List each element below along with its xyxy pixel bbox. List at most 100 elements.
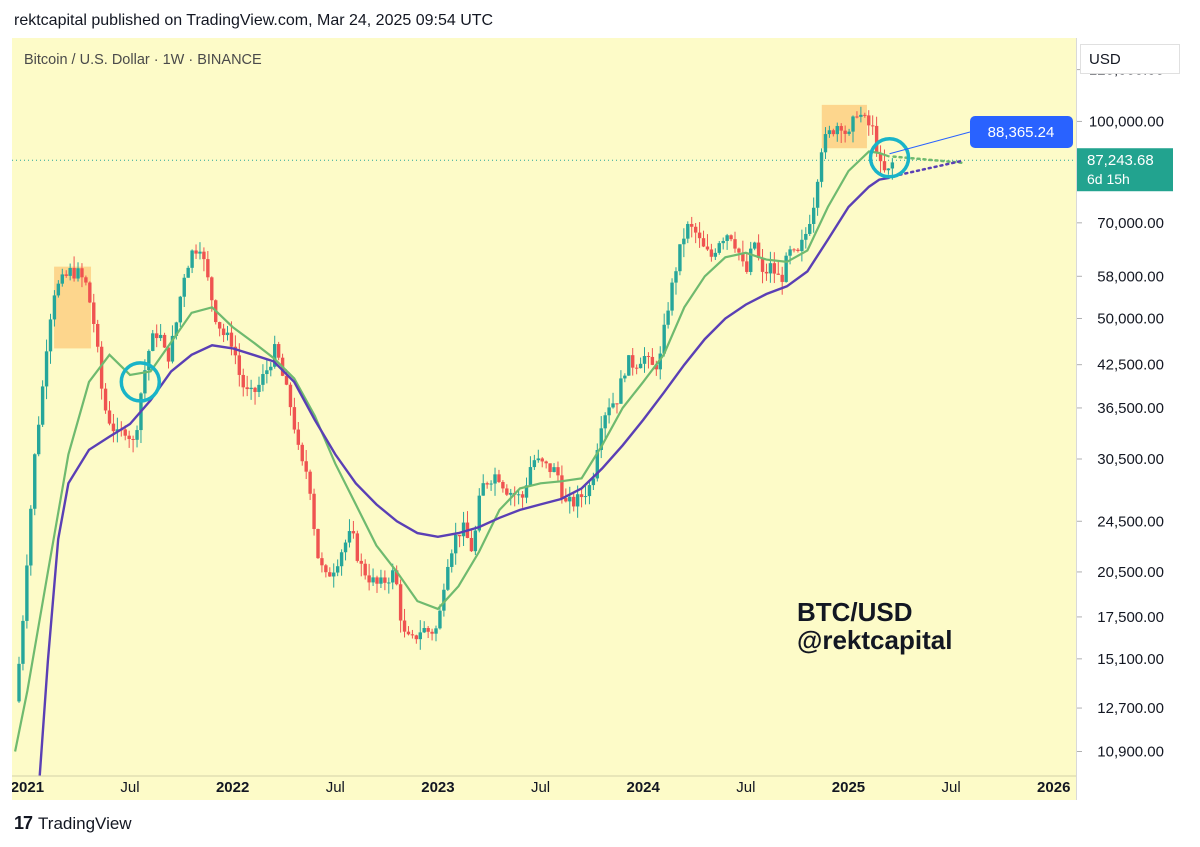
candle-body bbox=[194, 250, 198, 254]
candle-body bbox=[575, 494, 580, 507]
candle-body bbox=[831, 130, 836, 135]
candle-body bbox=[764, 271, 769, 274]
y-tick-label: 20,500.00 bbox=[1097, 564, 1164, 581]
candle-body bbox=[375, 577, 379, 584]
candle-body bbox=[654, 364, 659, 370]
candle-body bbox=[874, 125, 879, 154]
price-axis[interactable]: 120,000.00100,000.0070,000.0058,000.0050… bbox=[1076, 38, 1200, 800]
x-tick-label: 2023 bbox=[421, 779, 454, 796]
brand-name: TradingView bbox=[38, 813, 132, 833]
candle-body bbox=[890, 162, 895, 169]
x-tick-label: Jul bbox=[942, 779, 961, 796]
x-tick-label: Jul bbox=[736, 779, 755, 796]
candle-body bbox=[339, 552, 344, 567]
candle-body bbox=[599, 428, 603, 451]
x-tick-label: Jul bbox=[531, 779, 550, 796]
candle-body bbox=[304, 461, 308, 472]
candle-body bbox=[870, 125, 875, 127]
chart-canvas[interactable]: 88,365.24 2021 Jul 2022 Jul 2023 Jul 2024 Jul 202… bbox=[12, 38, 1076, 800]
chart-area[interactable]: 88,365.24 2021 Jul 2022 Jul 2023 Jul 2024 Jul 202… bbox=[12, 38, 1076, 800]
candle-body bbox=[103, 388, 108, 411]
candle-body bbox=[174, 322, 179, 336]
candle-body bbox=[328, 572, 332, 577]
candle-body bbox=[520, 494, 525, 498]
target-label-text: 88,365.24 bbox=[988, 124, 1055, 141]
candle-body bbox=[859, 114, 863, 117]
candle-body bbox=[670, 282, 674, 311]
candle-body bbox=[501, 481, 505, 489]
y-tick-label: 70,000.00 bbox=[1097, 215, 1164, 232]
candle-body bbox=[33, 454, 37, 509]
candle-body bbox=[253, 387, 257, 392]
publish-header: rektcapital published on TradingView.com… bbox=[14, 12, 494, 29]
current-price-label bbox=[1077, 148, 1173, 192]
candle-body bbox=[611, 403, 615, 408]
candle-body bbox=[178, 296, 183, 323]
candle-body bbox=[827, 130, 832, 135]
candle-body bbox=[693, 226, 698, 233]
candle-body bbox=[25, 565, 29, 621]
candle-body bbox=[355, 533, 360, 561]
candle-body bbox=[229, 332, 234, 347]
y-tick-label: 42,500.00 bbox=[1097, 357, 1164, 374]
candle-body bbox=[210, 277, 214, 301]
chart-watermark: BTC/USD @rektcapital bbox=[797, 598, 952, 654]
candle-body bbox=[823, 134, 828, 153]
candle-body bbox=[760, 257, 765, 272]
candle-body bbox=[17, 663, 21, 702]
candle-body bbox=[406, 631, 411, 635]
candle-body bbox=[886, 168, 891, 171]
candle-body bbox=[131, 438, 135, 440]
candle-body bbox=[237, 355, 242, 375]
candle-body bbox=[52, 295, 57, 320]
projection-purple-line bbox=[892, 159, 963, 178]
y-tick-label: 15,100.00 bbox=[1097, 651, 1164, 668]
candle-body bbox=[363, 563, 367, 576]
candle-body bbox=[261, 374, 265, 385]
candle-body bbox=[410, 634, 415, 636]
candle-body bbox=[516, 494, 521, 496]
candle-body bbox=[607, 407, 611, 416]
candle-body bbox=[402, 620, 407, 632]
x-tick-label: Jul bbox=[120, 779, 139, 796]
candle-body bbox=[143, 370, 147, 394]
candle-body bbox=[76, 268, 80, 279]
candle-body bbox=[666, 310, 670, 325]
candle-body bbox=[84, 277, 88, 283]
candle-body bbox=[44, 351, 49, 387]
candle-body bbox=[99, 346, 104, 389]
candle-body bbox=[788, 249, 792, 256]
currency-button[interactable]: USD bbox=[1080, 44, 1180, 74]
candle-body bbox=[485, 483, 489, 485]
footer-brand[interactable]: 17 TradingView bbox=[14, 813, 132, 834]
highlight-circle-0 bbox=[119, 361, 162, 403]
candle-body bbox=[198, 251, 202, 254]
x-tick-label: Jul bbox=[326, 779, 345, 796]
candle-body bbox=[115, 429, 120, 432]
x-tick-label: 2022 bbox=[216, 779, 249, 796]
candle-body bbox=[634, 367, 639, 369]
candle-body bbox=[457, 534, 462, 537]
y-tick-label: 50,000.00 bbox=[1097, 310, 1164, 327]
candle-body bbox=[851, 116, 855, 132]
candle-body bbox=[623, 375, 627, 379]
y-tick-label: 100,000.00 bbox=[1089, 113, 1164, 130]
candle-body bbox=[446, 566, 450, 590]
candle-body bbox=[469, 537, 474, 552]
price-axis-canvas: 120,000.00100,000.0070,000.0058,000.0050… bbox=[1077, 62, 1173, 761]
candle-body bbox=[493, 474, 497, 484]
candle-body bbox=[351, 531, 356, 534]
candle-body bbox=[878, 153, 883, 162]
candle-body bbox=[497, 474, 501, 482]
candle-body bbox=[642, 356, 647, 364]
candle-body bbox=[40, 386, 45, 425]
candle-body bbox=[166, 347, 171, 362]
candle-body bbox=[225, 332, 230, 336]
candle-body bbox=[583, 496, 588, 498]
target-connector bbox=[889, 131, 971, 155]
watermark-pair: BTC/USD bbox=[797, 597, 913, 627]
candle-body bbox=[249, 387, 253, 390]
candle-body bbox=[882, 161, 887, 171]
candle-body bbox=[111, 423, 116, 432]
candle-body bbox=[638, 363, 643, 369]
